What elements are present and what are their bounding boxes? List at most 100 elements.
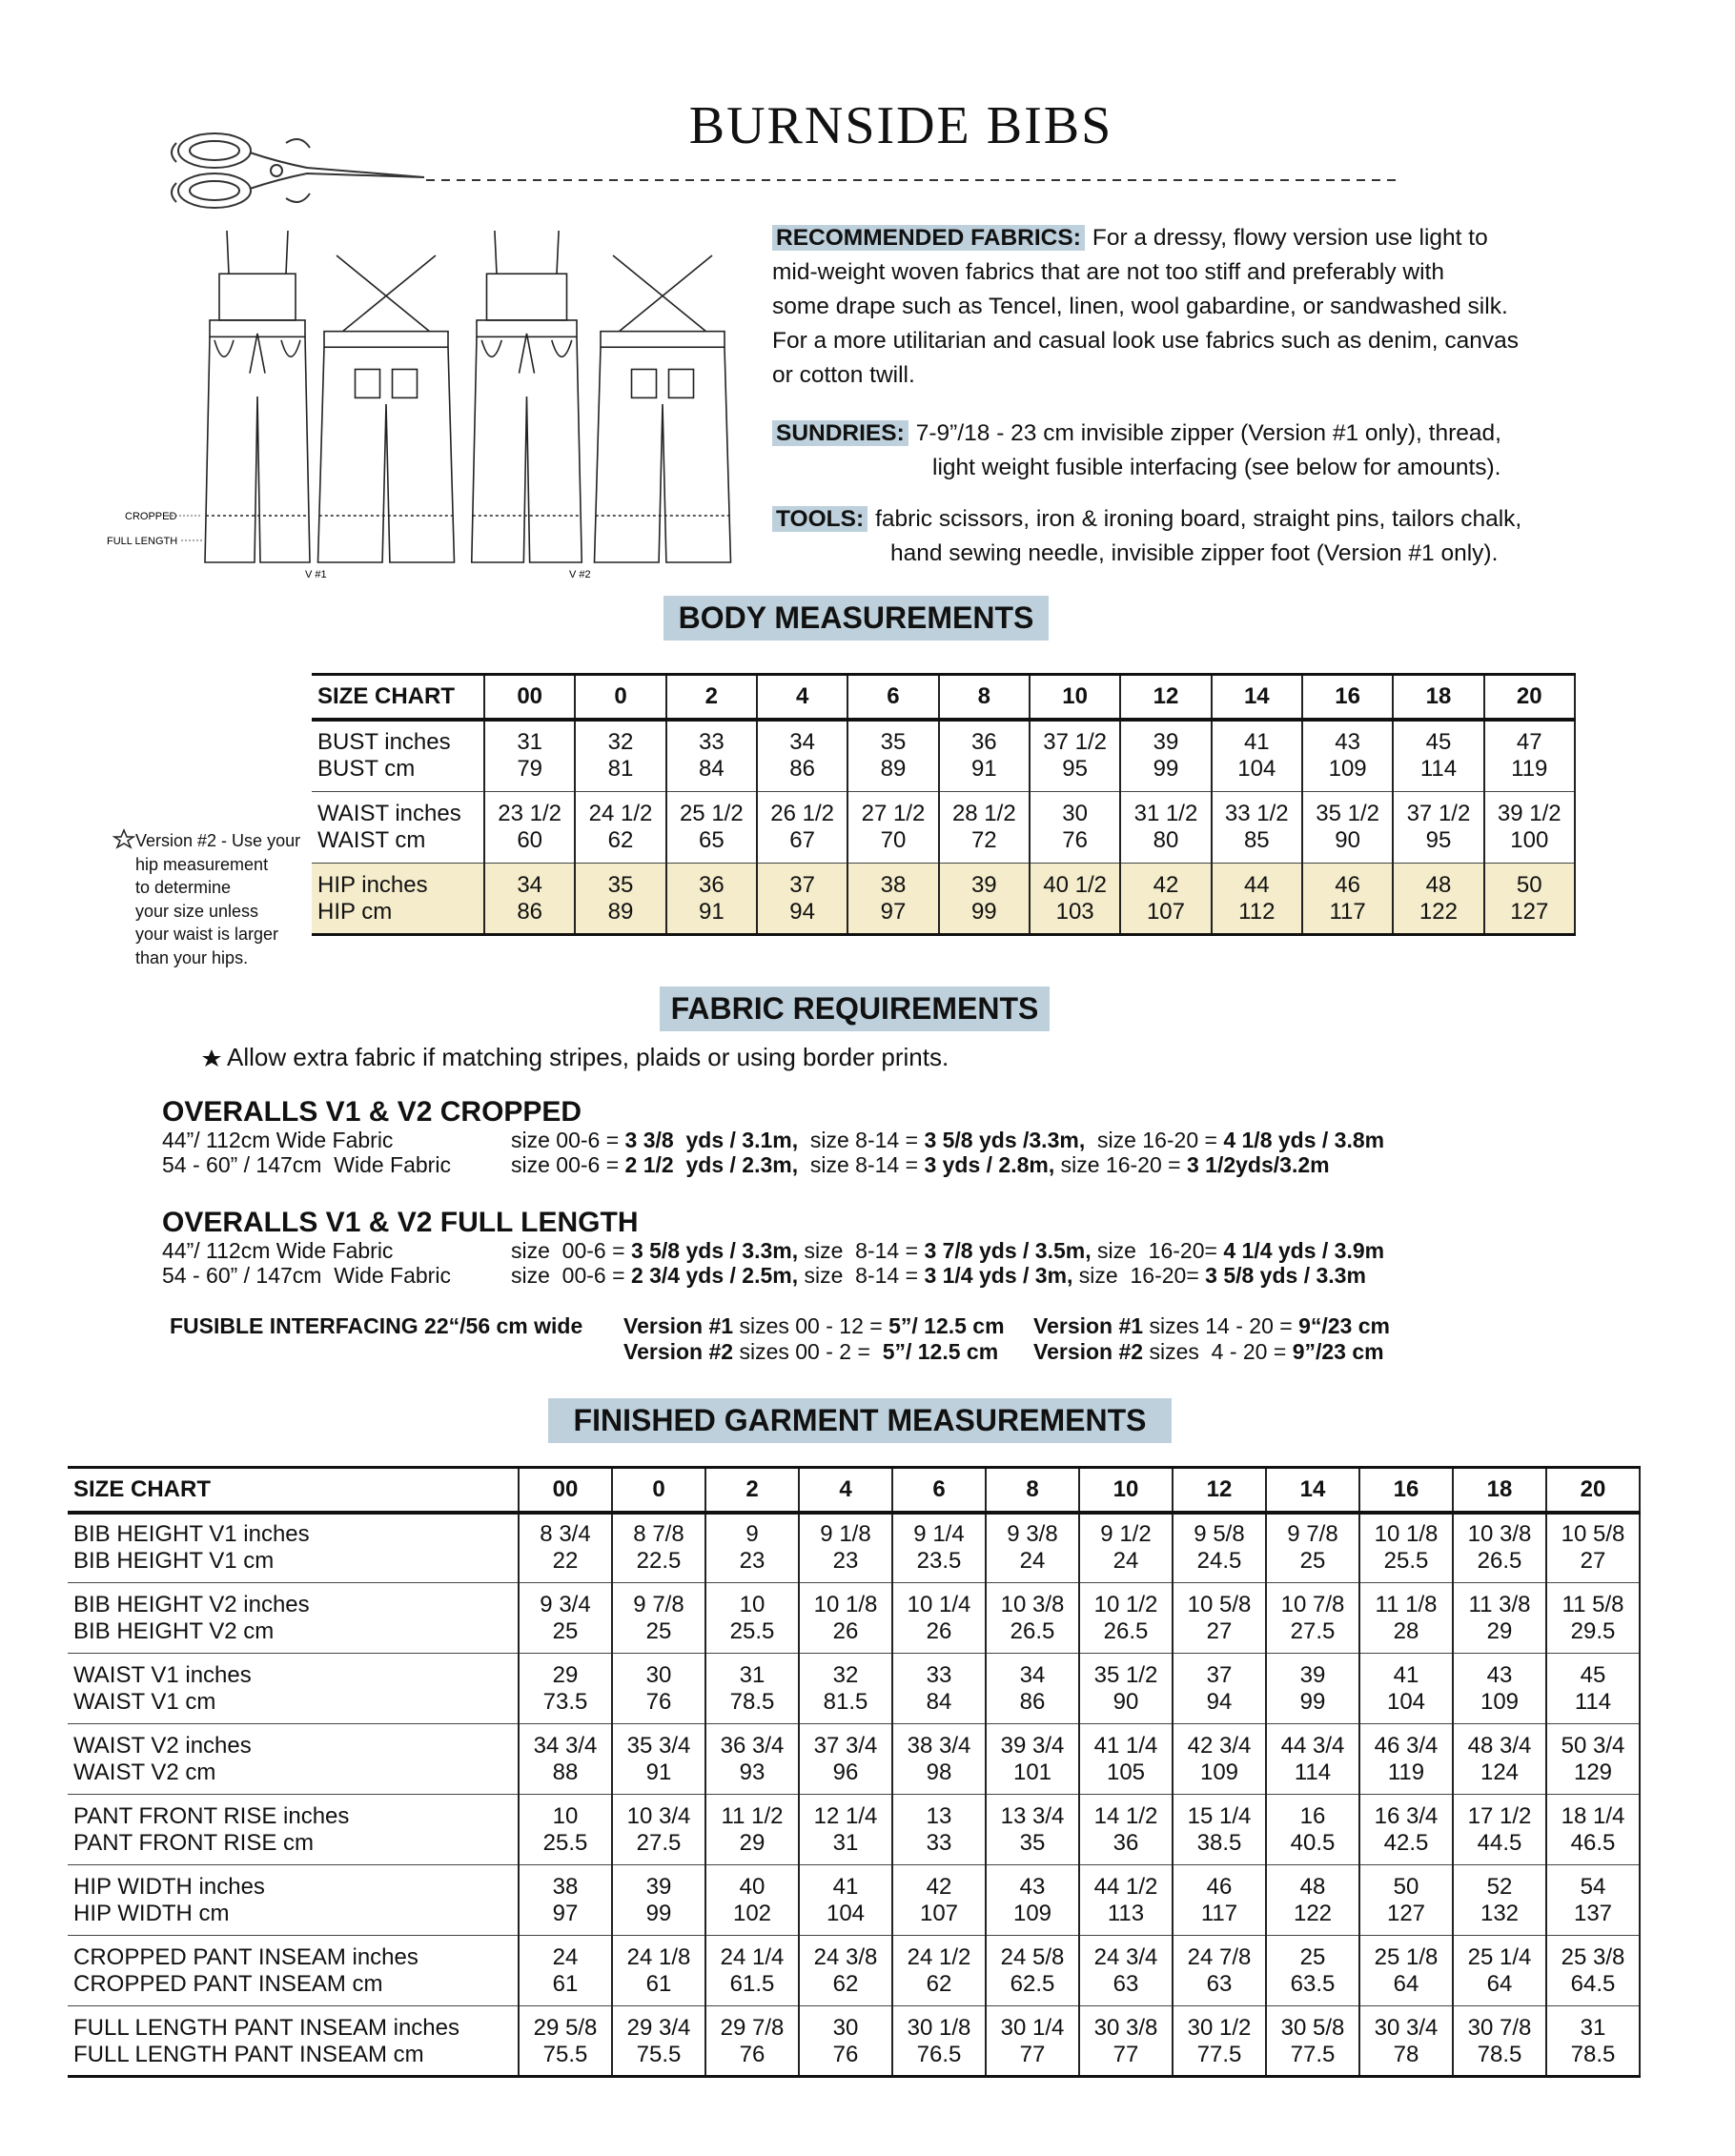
cell-value: 10 5/8: [1172, 1582, 1266, 1618]
cell-value: 42: [891, 1864, 986, 1901]
cell-value: 10 1/8: [1358, 1512, 1453, 1548]
table-row: WAIST V2 inches 34 3/4 35 3/4 36 3/4 37 3/4 3…: [68, 1723, 1641, 1759]
text-segment: sizes 4 - 20 =: [1143, 1339, 1293, 1364]
cell-value: 70: [847, 826, 939, 864]
row-label: BUST inches: [317, 728, 451, 755]
table-row: FULL LENGTH PANT INSEAM cm 75.5 75.5 76 76 76…: [68, 2041, 1641, 2078]
cell-value: 64: [1358, 1970, 1453, 2006]
cell-value: 28: [1358, 1617, 1453, 1654]
header-cell: 16: [1358, 1466, 1453, 1515]
cell-value: 16: [1265, 1794, 1359, 1830]
cell-value: 30 1/4: [985, 2005, 1079, 2042]
material-text: some drape such as Tencel, linen, wool g…: [772, 294, 1508, 319]
cell-value: 94: [1172, 1688, 1266, 1724]
cell-value: 10: [518, 1794, 612, 1830]
cell-value: 39: [937, 863, 1030, 899]
cell-value: 89: [574, 898, 666, 936]
table-row: HIP WIDTH cm 97 99 102 104 107 109 113 117 122 127…: [68, 1900, 1641, 1936]
cell-value: 11 5/8: [1545, 1582, 1641, 1618]
cell-value: 38 3/4: [891, 1723, 986, 1759]
drawing-line: [630, 368, 658, 399]
cell-value: 24: [985, 1547, 1079, 1583]
header-cell: 8: [937, 673, 1030, 722]
material-text: mid-weight woven fabrics that are not to…: [772, 259, 1444, 285]
material-line: TOOLS: fabric scissors, iron & ironing bo…: [772, 502, 1521, 537]
cell-value: 10 7/8: [1265, 1582, 1359, 1618]
interfacing-label: FUSIBLE INTERFACING 22“/56 cm wide: [170, 1313, 583, 1338]
section-heading: FABRIC REQUIREMENTS: [660, 986, 1050, 1031]
cell-value: 30 1/2: [1172, 2005, 1266, 2042]
cell-value: 10 3/8: [985, 1582, 1079, 1618]
drawing-line: [204, 336, 311, 563]
drawing-line: [214, 339, 301, 358]
cell-value: 46 3/4: [1358, 1723, 1453, 1759]
cell-value: 114: [1265, 1759, 1359, 1795]
cell-value: 103: [1028, 898, 1121, 936]
cell-value: 72: [937, 826, 1030, 864]
drawing-line: [485, 273, 568, 321]
cell-value: 41 1/4: [1078, 1723, 1173, 1759]
cell-value: 78.5: [704, 1688, 799, 1724]
drawing-line: [218, 273, 296, 321]
cell-value: 25 1/4: [1452, 1935, 1546, 1971]
cell-value: 107: [1119, 898, 1212, 936]
row-label: BIB HEIGHT V2 inches: [73, 1591, 310, 1617]
cell-value: 48 3/4: [1452, 1723, 1546, 1759]
cell-value: 24 3/4: [1078, 1935, 1173, 1971]
cell-value: 124: [1452, 1759, 1546, 1795]
cell-value: 39 1/2: [1482, 791, 1576, 827]
drawing-line: [618, 254, 713, 333]
text-segment: size 8-14 =: [798, 1263, 925, 1288]
text-segment: size 00-6 =: [511, 1128, 625, 1152]
cell-value: 33: [664, 720, 757, 756]
cell-value: 24 1/2: [574, 791, 666, 827]
cell-value: 64: [1452, 1970, 1546, 2006]
header-cell: 14: [1265, 1466, 1359, 1515]
text-segment: size 16-20=: [1091, 1238, 1224, 1263]
cell-value: 27: [1545, 1547, 1641, 1583]
cell-value: 24 1/8: [611, 1935, 705, 1971]
cell-value: 76.5: [891, 2041, 986, 2078]
cell-value: 77.5: [1172, 2041, 1266, 2078]
cell-value: 27.5: [1265, 1617, 1359, 1654]
cell-value: 62.5: [985, 1970, 1079, 2006]
cell-value: 25 1/2: [664, 791, 757, 827]
cell-value: 101: [985, 1759, 1079, 1795]
text-segment: size 00-6 =: [511, 1263, 631, 1288]
cell-value: 46.5: [1545, 1829, 1641, 1865]
cell-value: 30: [798, 2005, 892, 2042]
cell-value: 36: [1078, 1829, 1173, 1865]
drawing-line: [316, 254, 456, 563]
interfacing-amount: Version #1 sizes 14 - 20 = 9“/23 cm: [1033, 1313, 1390, 1338]
cell-value: 109: [1172, 1759, 1266, 1795]
cell-value: 42.5: [1358, 1829, 1453, 1865]
cell-value: 102: [704, 1900, 799, 1936]
cell-value: 107: [891, 1900, 986, 1936]
cell-value: 31: [1545, 2005, 1641, 2042]
cell-value: 97: [518, 1900, 612, 1936]
cell-value: 23: [798, 1547, 892, 1583]
fabric-width: 54 - 60” / 147cm Wide Fabric: [162, 1263, 451, 1288]
cell-value: 36 3/4: [704, 1723, 799, 1759]
material-text: fabric scissors, iron & ironing board, s…: [875, 506, 1522, 532]
header-cell: 0: [574, 673, 666, 722]
cell-value: 39 3/4: [985, 1723, 1079, 1759]
section-heading: BODY MEASUREMENTS: [663, 596, 1049, 641]
cell-value: 61.5: [704, 1970, 799, 2006]
header-cell: 16: [1300, 673, 1394, 722]
cell-value: 77: [1078, 2041, 1173, 2078]
cell-value: 109: [1300, 755, 1394, 792]
cell-value: 10 1/2: [1078, 1582, 1173, 1618]
header-cell: 2: [704, 1466, 799, 1515]
drawing-line: [226, 230, 230, 275]
fabric-width: 44”/ 112cm Wide Fabric: [162, 1128, 394, 1152]
cell-value: 26: [891, 1617, 986, 1654]
table-row: HIP cm 86 89 91 94 97 99 103 107 112 117 122 127: [312, 898, 1576, 936]
cell-value: 113: [1078, 1900, 1173, 1936]
cell-value: 100: [1482, 826, 1576, 864]
cell-value: 24 3/8: [798, 1935, 892, 1971]
row-label: HIP WIDTH cm: [68, 1900, 519, 1936]
fabric-amounts: size 00-6 = 2 3/4 yds / 2.5m, size 8-14 …: [511, 1263, 1366, 1288]
header-cell: 10: [1028, 673, 1121, 722]
text-segment: size 8-14 =: [798, 1128, 925, 1152]
